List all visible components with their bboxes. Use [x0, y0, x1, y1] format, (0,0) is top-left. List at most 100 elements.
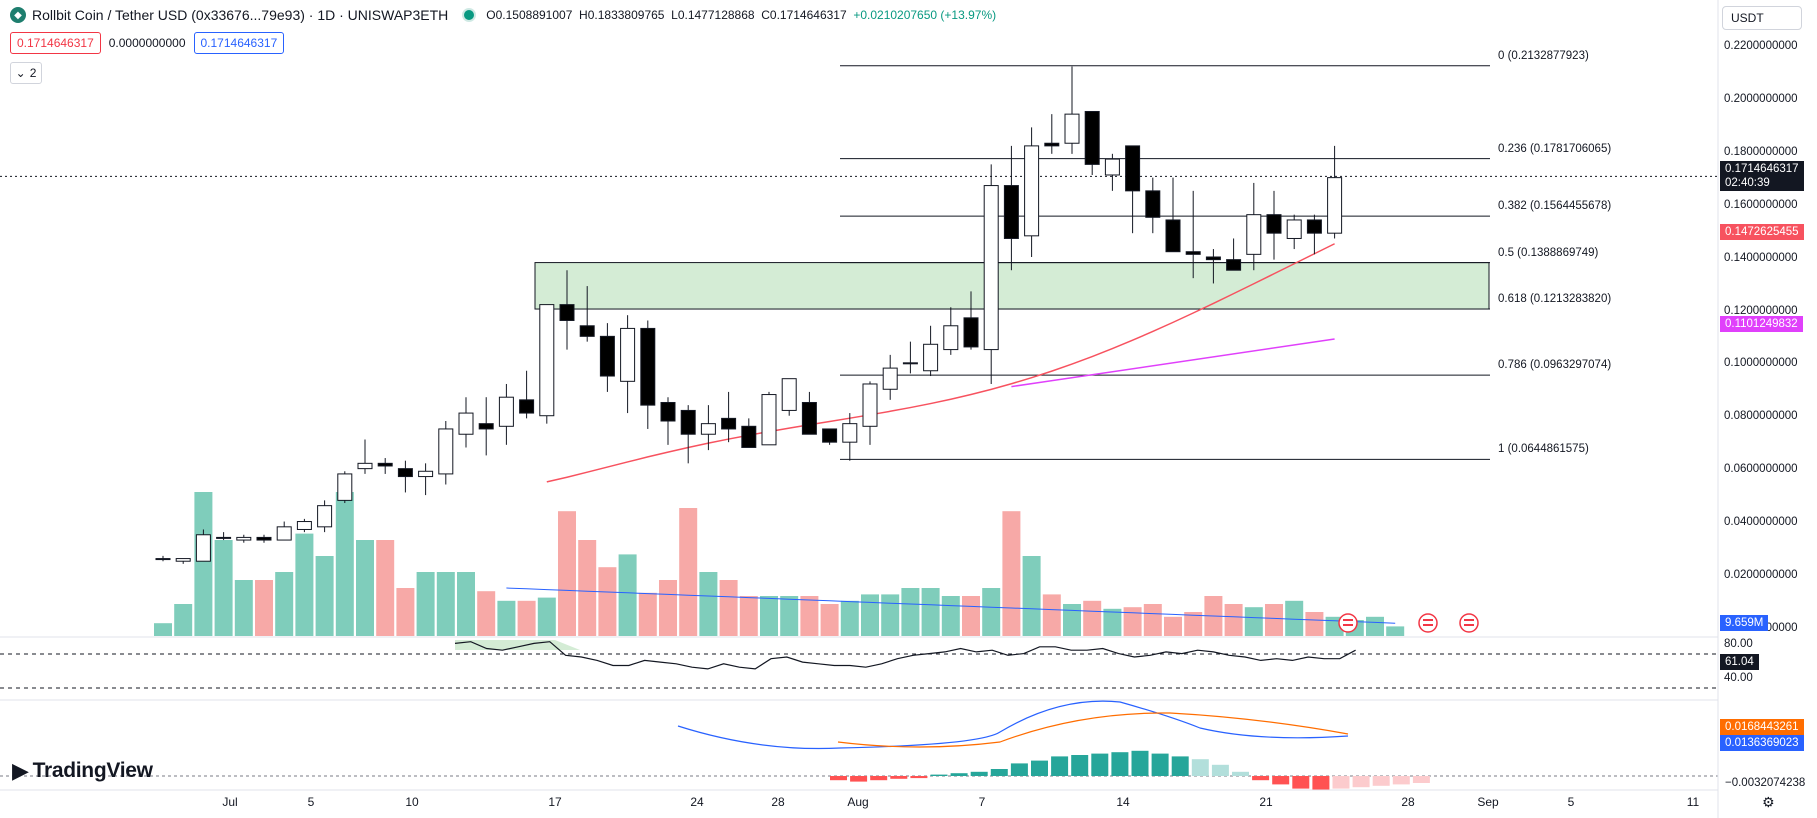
- candle-body: [1104, 158, 1120, 176]
- flag-stripe: [1464, 619, 1474, 621]
- candle-body: [1024, 145, 1040, 237]
- indicators-count: 2: [29, 66, 37, 80]
- volume-bar: [901, 588, 920, 636]
- spread-value: 0.0000000000: [108, 36, 186, 50]
- volume-bar: [1002, 511, 1021, 636]
- candle-body: [1003, 185, 1019, 239]
- macd-hist-bar: [970, 771, 988, 776]
- candle-body: [438, 428, 454, 475]
- rsi-axis-label: 40.00: [1724, 672, 1753, 684]
- macd-hist-bar: [1051, 756, 1069, 776]
- time-axis-label: 21: [1259, 795, 1273, 809]
- candle-body: [317, 505, 333, 528]
- candle-body: [1185, 251, 1201, 255]
- macd-hist-bar: [1312, 776, 1330, 790]
- candle-body: [296, 521, 312, 530]
- candle-body: [498, 396, 514, 427]
- candle-body: [559, 304, 575, 321]
- volume-bar: [1224, 604, 1243, 636]
- candle-body: [1286, 219, 1302, 239]
- ohlc-close: C0.1714646317: [761, 8, 847, 22]
- volume-bar: [558, 511, 576, 636]
- volume-bar: [861, 594, 879, 636]
- volume-bar: [618, 554, 637, 636]
- currency-select[interactable]: USDT: [1722, 6, 1802, 30]
- volume-bar: [598, 567, 617, 636]
- macd-hist-bar: [1111, 752, 1129, 776]
- candle-body: [640, 327, 656, 406]
- flag-stripe: [1464, 624, 1474, 626]
- macd-hist-bar: [1292, 776, 1310, 789]
- symbol-title[interactable]: Rollbit Coin / Tether USD (0x33676...79e…: [32, 7, 449, 23]
- tradingview-wordmark: TradingView: [32, 759, 153, 782]
- macd-hist-bar: [1071, 755, 1089, 776]
- time-axis-label: 28: [771, 795, 785, 809]
- sell-price-button[interactable]: 0.1714646317: [10, 32, 101, 54]
- candle-body: [418, 470, 434, 478]
- ohlc-open: O0.1508891007: [486, 8, 573, 22]
- rsi-tag: 61.04: [1720, 654, 1759, 670]
- volume-bar: [578, 540, 597, 636]
- candle-body: [256, 536, 272, 541]
- macd-hist-bar: [1171, 756, 1189, 776]
- candle-body: [1327, 177, 1343, 234]
- volume-bar: [1022, 556, 1041, 636]
- time-axis-label: 28: [1401, 795, 1415, 809]
- candle-body: [155, 558, 171, 561]
- volume-bar: [962, 596, 980, 636]
- volume-bar: [1063, 604, 1081, 636]
- candle-body: [721, 417, 737, 430]
- volume-bar: [517, 600, 536, 636]
- candle-body: [195, 534, 211, 562]
- candle-body: [700, 423, 716, 435]
- macd-hist-bar: [1091, 753, 1109, 776]
- price-axis-label: 0.2000000000: [1724, 92, 1798, 105]
- macd-hist-tag: −0.0032074238: [1720, 775, 1811, 791]
- indicators-collapse-button[interactable]: ⌄ 2: [10, 62, 42, 84]
- volume-bar: [497, 600, 516, 636]
- market-status-icon[interactable]: [462, 8, 477, 22]
- macd-hist-bar: [1332, 776, 1350, 789]
- candle-body: [539, 304, 555, 417]
- ema-magenta-line: [1011, 338, 1335, 388]
- time-axis-label: Aug: [847, 795, 869, 809]
- macd-hist-bar: [1372, 776, 1390, 786]
- coin-logo-icon: ◆: [10, 7, 26, 23]
- candle-body: [902, 362, 918, 365]
- ohlc-low: L0.1477128868: [671, 8, 755, 22]
- tradingview-logo[interactable]: ▶ TradingView: [12, 758, 153, 784]
- macd-hist-bar: [830, 776, 847, 781]
- candle-body: [1165, 219, 1181, 253]
- macd-orange-tag: 0.0168443261: [1720, 719, 1804, 735]
- volume-bar: [1083, 600, 1102, 636]
- bar-countdown: 02:40:39: [1725, 177, 1770, 189]
- macd-hist-bar: [1131, 750, 1149, 776]
- time-axis-label: 7: [978, 795, 986, 809]
- volume-ma-line: [506, 587, 1396, 624]
- price-axis-label: 0.0200000000: [1724, 569, 1798, 582]
- price-axis-label: 0.1800000000: [1724, 145, 1798, 158]
- buy-price-button[interactable]: 0.1714646317: [193, 32, 285, 54]
- candle-body: [983, 185, 999, 351]
- macd-hist-bar: [930, 774, 948, 776]
- volume-bar: [234, 580, 253, 636]
- volume-bar: [840, 600, 859, 636]
- fib-label: 0 (0.2132877923): [1498, 49, 1589, 62]
- fib-label: 0.786 (0.0963297074): [1498, 359, 1612, 372]
- fib-label: 0.5 (0.1388869749): [1498, 246, 1599, 259]
- candle-body: [822, 428, 838, 443]
- ema-red-line: [546, 243, 1335, 483]
- time-axis-label: 5: [307, 795, 315, 809]
- price-axis-label: 0.1200000000: [1724, 304, 1798, 317]
- time-axis-label: Jul: [222, 795, 238, 809]
- volume-bar: [1042, 594, 1061, 636]
- price-axis-label: 0.0600000000: [1724, 463, 1798, 476]
- price-axis-label: 0.0800000000: [1724, 410, 1798, 423]
- time-axis-label: 5: [1567, 795, 1575, 809]
- gear-icon[interactable]: ⚙: [1762, 794, 1775, 810]
- candle-body: [458, 412, 474, 435]
- macd-hist-bar: [1010, 763, 1028, 776]
- macd-hist-bar: [1211, 764, 1229, 776]
- volume-bar: [356, 540, 374, 636]
